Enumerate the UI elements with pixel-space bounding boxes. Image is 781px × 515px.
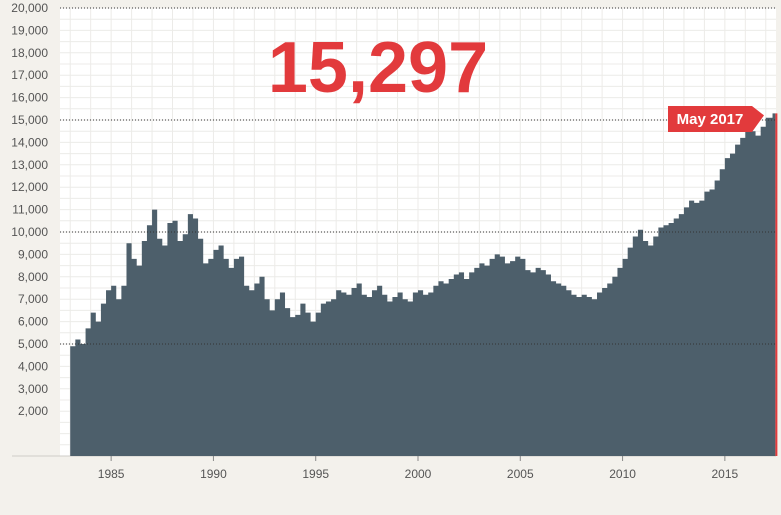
y-tick-label: 5,000 [18, 337, 48, 351]
x-tick-label: 2005 [507, 467, 534, 481]
data-series-area [70, 113, 776, 456]
y-tick-label: 20,000 [11, 1, 48, 15]
y-tick-label: 10,000 [11, 225, 48, 239]
y-tick-label: 9,000 [18, 247, 48, 261]
y-tick-label: 13,000 [11, 158, 48, 172]
latest-value-callout: May 2017 [668, 106, 764, 132]
callout-label: May 2017 [677, 111, 744, 128]
x-tick-label: 2000 [405, 467, 432, 481]
y-tick-label: 4,000 [18, 359, 48, 373]
y-tick-label: 14,000 [11, 135, 48, 149]
y-tick-label: 17,000 [11, 68, 48, 82]
y-axis: 2,000 3,000 4,000 5,000 6,000 7,000 8,000 9,000… [11, 1, 48, 418]
y-tick-label: 11,000 [12, 203, 48, 217]
callout-box [668, 106, 752, 132]
callout-pointer [752, 106, 764, 132]
y-tick-label: 18,000 [11, 46, 48, 60]
x-tick-label: 1990 [200, 467, 227, 481]
y-tick-label: 15,000 [11, 113, 48, 127]
y-tick-label: 3,000 [18, 382, 48, 396]
headline-value: 15,297 [268, 28, 488, 108]
x-tick-label: 2015 [712, 467, 739, 481]
y-tick-label: 16,000 [11, 91, 48, 105]
y-tick-label: 6,000 [18, 315, 48, 329]
y-tick-label: 8,000 [18, 270, 48, 284]
y-tick-label: 19,000 [11, 23, 48, 37]
y-tick-label: 2,000 [18, 404, 48, 418]
x-tick-label: 1995 [302, 467, 329, 481]
reference-lines [60, 7, 776, 345]
x-tick-label: 1985 [98, 467, 125, 481]
data-area [70, 113, 778, 456]
y-tick-label: 7,000 [18, 292, 48, 306]
x-tick-label: 2010 [609, 467, 636, 481]
y-tick-label: 12,000 [11, 180, 48, 194]
